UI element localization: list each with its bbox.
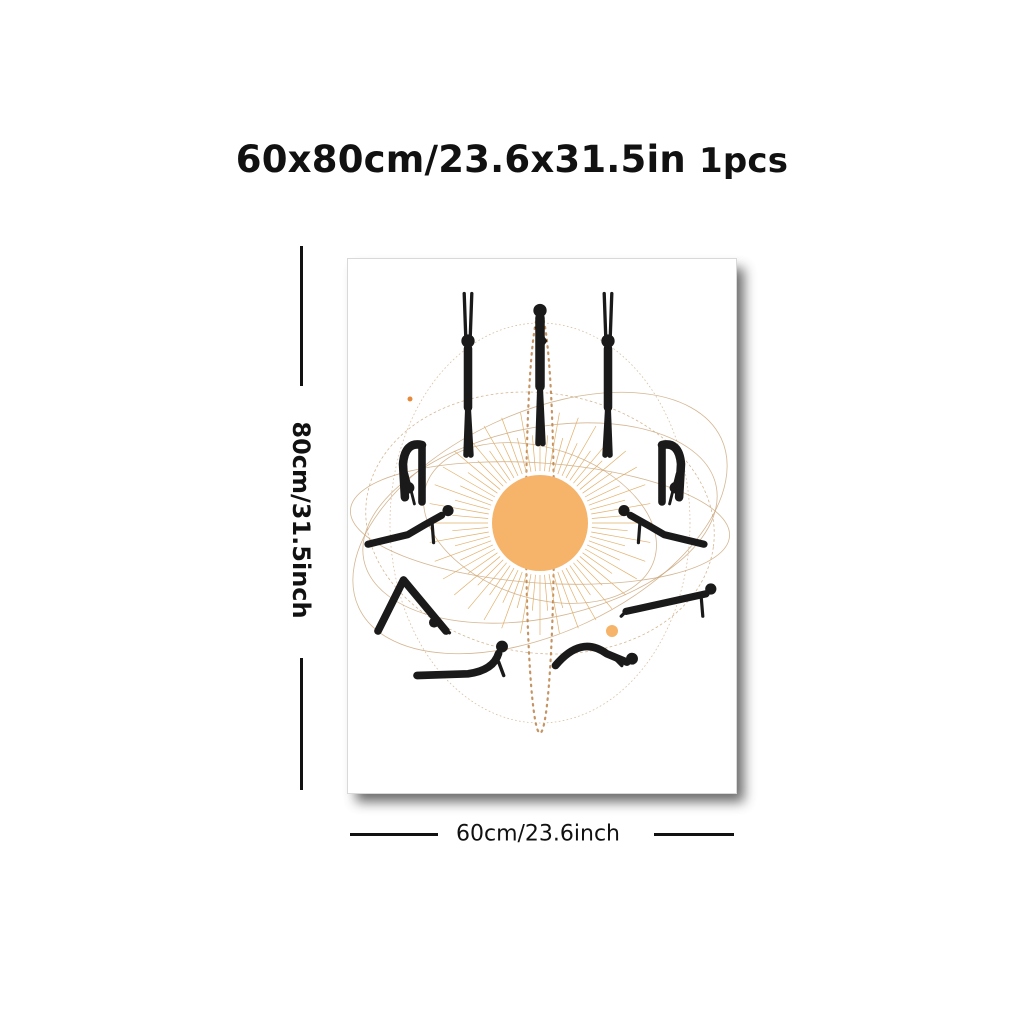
yoga-sun-artwork [350,291,730,735]
accent-dot-small [407,396,413,402]
sun-ray [590,536,626,547]
sun-ray [565,567,597,621]
sun-ray [502,443,519,477]
sun-ray [586,544,620,561]
sun-ray [591,527,628,532]
sun-ray [477,559,504,586]
sun-ray [454,536,490,547]
sun-ray [591,531,651,543]
sun-ray [588,484,646,506]
sun-ray [553,437,564,473]
sun-ray [531,435,536,472]
sun-ray [460,544,494,561]
sun-ray [565,425,597,479]
orbit-line [350,461,730,585]
sun-ray [442,548,496,580]
sun-ray [516,573,527,609]
sun-ray [520,412,532,472]
sun-ray [582,552,613,574]
sun-ray [454,499,490,510]
sun-ray [483,425,515,479]
sun-circle [492,475,588,571]
size-text: 60x80cm/23.6x31.5in [235,138,686,181]
sun-ray [489,450,511,481]
sun-ray [453,450,501,490]
width-dimension-line-right [654,833,734,836]
forward-bend-pose [657,440,686,506]
sun-ray [502,569,519,603]
sun-ray [544,574,549,611]
sun-ray [467,472,498,494]
sun-ray [576,460,603,487]
yoga-figures [364,291,717,680]
plank-pose [619,583,717,618]
eight-point-pose [551,642,638,670]
sun-ray [582,472,613,494]
sun-ray [460,485,494,502]
sun-ray [548,412,560,472]
sun-ray [453,556,501,596]
sun-ray [591,514,628,519]
prayer-pose [533,303,548,447]
downward-dog-pose [374,576,452,635]
orbit-line [365,391,715,655]
sun-ray [573,562,613,610]
sun-ray [489,565,511,596]
sun-ray [579,556,627,596]
sun-ray [467,552,498,574]
sun-ray [557,417,579,475]
sun-ray [561,443,578,477]
raised-arms-pose [601,291,615,458]
raised-arms-pose [461,291,475,458]
sun-ray [569,565,591,596]
sun-ray [588,540,646,562]
sun-ray [579,450,627,490]
sun-ray [452,527,489,532]
product-size-title: 60x80cm/23.6x31.5in 1pcs [0,138,1024,181]
forward-bend-pose [398,440,427,506]
sun-ray [576,559,603,586]
sun-ray [520,574,532,634]
sun-ray [586,485,620,502]
sun-ray [501,571,523,629]
sun-ray [467,436,507,484]
lunge-pose [364,505,454,548]
sun-ray [429,531,489,543]
sun-ray [557,571,579,629]
sun-ray [516,437,527,473]
height-dimension-line-top [300,246,303,386]
orbit-line [352,391,728,655]
canvas-poster [347,258,737,794]
sun-ray [548,574,560,634]
sun-ray [590,499,626,510]
sun-ray [442,466,496,498]
sun-ray [584,466,638,498]
sun-ray [434,484,492,506]
sun-ray [561,569,578,603]
quantity-text: 1pcs [699,141,789,181]
sun-ray [434,540,492,562]
width-dimension-label: 60cm/23.6inch [455,821,621,847]
orbit-line [362,422,718,624]
cobra-pose [413,640,508,680]
sun-ray [501,417,523,475]
sun-ray [584,548,638,580]
height-dimension-label: 80cm/31.5inch [287,421,315,619]
sun-ray [531,574,536,611]
sun-ray [553,573,564,609]
sun-ray [429,503,489,515]
width-dimension-line-left [350,833,438,836]
orbit-line [423,442,657,604]
height-dimension-line-bottom [300,658,303,790]
accent-dot-orange [606,625,618,637]
sun-ray [569,450,591,481]
sun-ray [467,562,507,610]
sun-ray [544,435,549,472]
lunge-pose [618,505,708,548]
sun-ray [477,460,504,487]
sun-ray [452,514,489,519]
sun-ray [483,567,515,621]
